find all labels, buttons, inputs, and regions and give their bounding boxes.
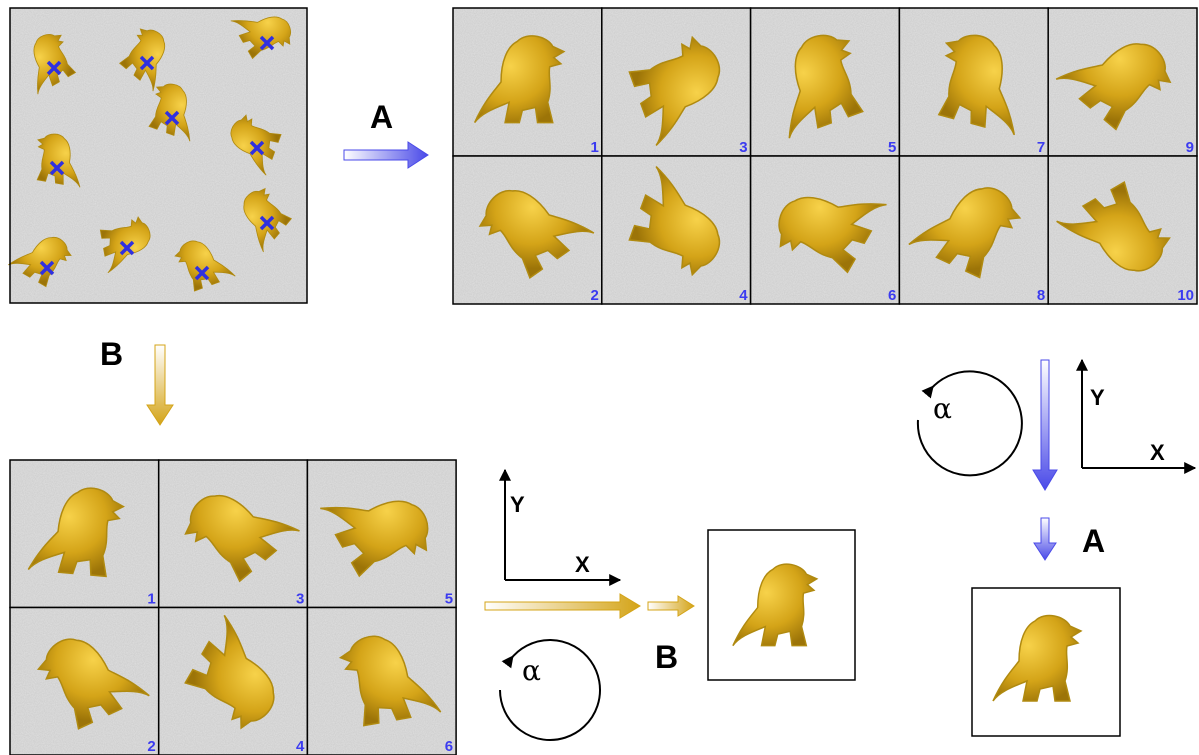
class-number: 5 bbox=[445, 591, 453, 608]
page: A B Y X α B α Y X A 13579246810135246 ((… bbox=[0, 0, 1199, 755]
arrow-b bbox=[147, 345, 173, 425]
rotation-label: α bbox=[522, 654, 541, 687]
step-label: A bbox=[1082, 523, 1105, 559]
class-number: 8 bbox=[1037, 287, 1045, 304]
step-label: B bbox=[655, 639, 678, 675]
axis-label: X bbox=[575, 552, 590, 577]
class-number: 4 bbox=[739, 287, 748, 304]
rotation-label: α bbox=[933, 392, 952, 425]
class-number: 2 bbox=[590, 287, 598, 304]
class-number: 1 bbox=[590, 139, 598, 156]
class-number: 4 bbox=[296, 738, 305, 755]
class-number: 5 bbox=[888, 139, 896, 156]
class-number: 3 bbox=[296, 591, 304, 608]
arrow bbox=[485, 594, 640, 618]
diagram: A B Y X α B α Y X A 1 3 5 7 9 2 4 6 8 10 1 3 5 2 4 6 bbox=[0, 0, 1199, 755]
class-number: 3 bbox=[739, 139, 747, 156]
class-number: 2 bbox=[147, 738, 155, 755]
arrow bbox=[1034, 518, 1056, 560]
arrow bbox=[648, 596, 694, 616]
content: A B Y X α B α Y X A 1 3 5 7 9 2 4 6 8 10 1 3 5 2 4 6 bbox=[8, 0, 1197, 755]
class-number: 1 bbox=[147, 591, 155, 608]
class-number: 6 bbox=[445, 738, 453, 755]
axis-label: Y bbox=[1090, 385, 1105, 410]
rotation bbox=[500, 640, 600, 740]
class-grid: 1 3 5 7 9 2 4 6 8 10 bbox=[453, 8, 1197, 304]
axis-label: X bbox=[1150, 440, 1165, 465]
axis-label: Y bbox=[510, 492, 525, 517]
class-number: 10 bbox=[1177, 287, 1194, 304]
arrow-a bbox=[344, 142, 428, 168]
class-number: 6 bbox=[888, 287, 896, 304]
step-label: A bbox=[370, 99, 393, 135]
step-label: B bbox=[100, 336, 123, 372]
arrow bbox=[1033, 360, 1057, 490]
class-number: 7 bbox=[1037, 139, 1045, 156]
class-grid: 1 3 5 2 4 6 bbox=[10, 460, 456, 755]
class-number: 9 bbox=[1186, 139, 1194, 156]
